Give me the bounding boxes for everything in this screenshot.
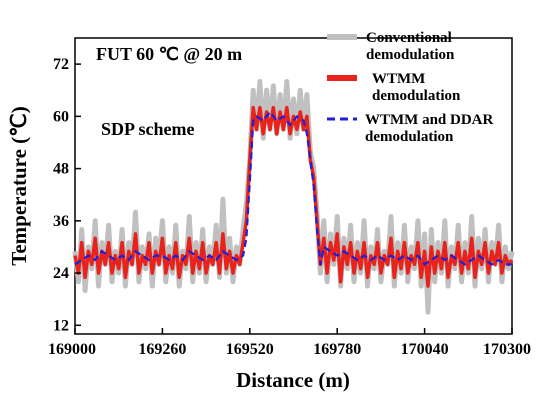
legend-line1-ddar: WTMM and DDAR xyxy=(365,112,494,128)
y-tick-label-1: 24 xyxy=(53,265,69,282)
x-tick-label-0: 169000 xyxy=(48,341,96,358)
y-axis-title: Temperature (℃) xyxy=(7,106,31,265)
tick-layer: 169000 169260 169520 169780 170040 170300 12 24… xyxy=(48,56,531,358)
y-tick-label-4: 60 xyxy=(53,108,69,125)
legend-line2-ddar: demodulation xyxy=(365,129,454,145)
legend-line2-conventional: demodulation xyxy=(366,47,455,63)
y-tick-label-5: 72 xyxy=(53,56,69,73)
series-line-1 xyxy=(73,105,514,288)
x-tick-label-3: 169780 xyxy=(313,341,361,358)
series-line-2 xyxy=(74,110,512,266)
legend-label-wtmm: WTMM demodulation xyxy=(372,71,461,104)
y-tick-label-0: 12 xyxy=(53,317,69,334)
legend-line1-wtmm: WTMM xyxy=(372,71,425,87)
series-layer xyxy=(72,79,515,315)
legend-line2-wtmm: demodulation xyxy=(372,88,461,104)
x-axis-title: Distance (m) xyxy=(236,368,350,392)
x-tick-label-2: 169520 xyxy=(226,341,274,358)
legend-line1-conventional: Conventional xyxy=(366,30,452,46)
annotation-scheme: SDP scheme xyxy=(101,119,195,139)
x-tick-label-4: 170040 xyxy=(401,341,449,358)
legend-label-ddar: WTMM and DDAR demodulation xyxy=(365,112,497,145)
y-tick-label-3: 48 xyxy=(53,161,69,178)
y-tick-label-2: 36 xyxy=(53,213,69,230)
legend-label-conventional: Conventional demodulation xyxy=(366,30,456,63)
x-tick-label-5: 170300 xyxy=(483,341,531,358)
x-tick-label-1: 169260 xyxy=(138,341,186,358)
annotation-fut: FUT 60 ℃ @ 20 m xyxy=(96,44,242,64)
plot-frame xyxy=(74,37,513,335)
legend: Conventional demodulation WTMM demodulat… xyxy=(327,30,497,145)
